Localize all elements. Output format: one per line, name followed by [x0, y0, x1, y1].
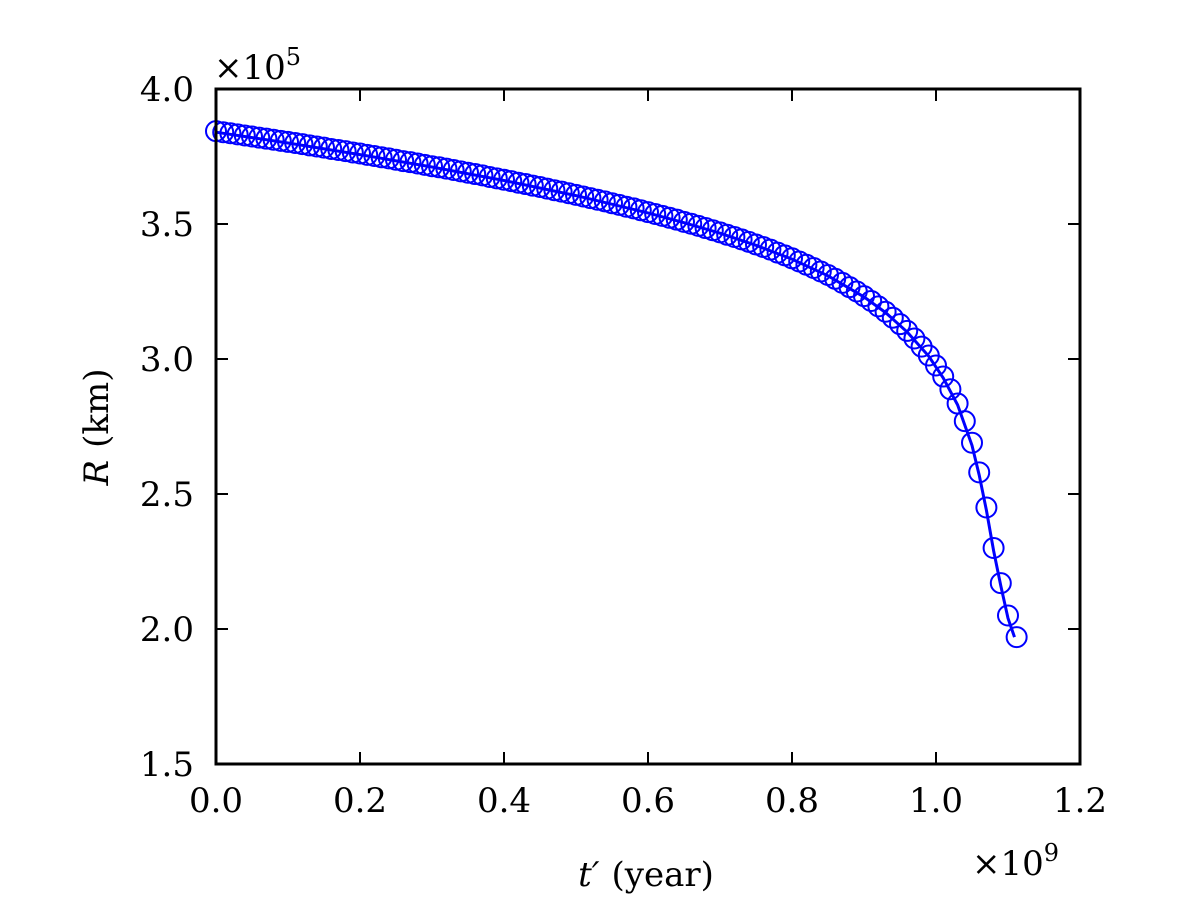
- x-tick-label: 1.0: [909, 781, 963, 821]
- axis-ticks: [215, 88, 1081, 765]
- data-point: [953, 410, 976, 433]
- axis-tick-labels: 0.0 0.2 0.4 0.6 0.8 1.0 1.2 1.5 2.0 2.5 3.0 3.5 4.0: [140, 70, 1107, 821]
- x-tick-label: 0.8: [765, 781, 819, 821]
- data-point: [939, 378, 962, 401]
- data-point: [860, 289, 883, 312]
- data-point: [1005, 626, 1028, 649]
- fit-line: [215, 130, 1016, 638]
- data-point: [925, 354, 947, 377]
- data-point: [932, 365, 955, 388]
- data-point: [889, 313, 911, 336]
- y-tick-label: 2.0: [140, 610, 194, 650]
- y-tick-label: 4.0: [140, 70, 194, 110]
- data-point: [997, 604, 1019, 627]
- y-multiplier: ×105: [214, 43, 301, 88]
- x-tick-label: 1.2: [1053, 781, 1107, 821]
- x-tick-label: 0.6: [621, 781, 675, 821]
- marker-series: [205, 120, 1028, 649]
- y-tick-label: 3.0: [140, 340, 194, 380]
- x-axis-label: t′ (year): [578, 855, 714, 895]
- y-tick-label: 2.5: [140, 475, 194, 515]
- data-point: [961, 431, 983, 454]
- x-multiplier: ×109: [972, 839, 1059, 884]
- data-point: [989, 572, 1012, 595]
- plot-frame: [214, 87, 1082, 766]
- data-point: [903, 327, 926, 350]
- data-point: [867, 295, 890, 318]
- x-tick-label: 0.2: [333, 781, 387, 821]
- y-tick-label: 3.5: [140, 205, 194, 245]
- data-point: [874, 300, 897, 323]
- data-point: [896, 319, 919, 342]
- data-point: [853, 285, 875, 308]
- x-tick-label: 0.0: [189, 781, 243, 821]
- y-axis-label: R(km): [77, 369, 117, 487]
- data-point: [881, 306, 904, 329]
- y-tick-label: 1.5: [140, 745, 194, 785]
- data-point: [212, 121, 235, 144]
- x-tick-label: 0.4: [477, 781, 531, 821]
